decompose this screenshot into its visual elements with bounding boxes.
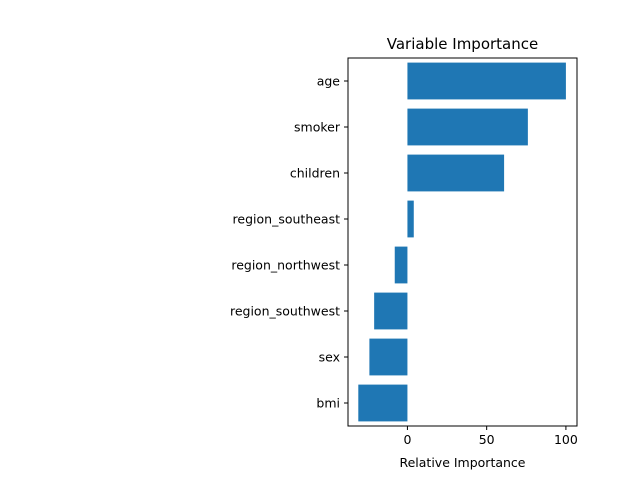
y-tick-labels: age smoker children region_southeast region_… (230, 74, 348, 411)
bar-age (407, 62, 566, 100)
y-tick-label: children (290, 166, 340, 181)
bar-region-northwest (394, 246, 408, 284)
x-tick-label: 100 (554, 432, 578, 447)
bar-children (407, 154, 505, 192)
bar-region-southeast (407, 200, 414, 238)
x-axis-label: Relative Importance (399, 455, 525, 470)
y-tick-label: region_southeast (233, 212, 341, 227)
x-tick-label: 50 (479, 432, 495, 447)
y-tick-label: bmi (316, 396, 340, 411)
bar-bmi (358, 384, 408, 422)
bar-sex (369, 338, 408, 376)
y-tick-label: sex (319, 350, 340, 365)
bar-smoker (407, 108, 528, 146)
bars-group (358, 62, 566, 422)
y-tick-label: age (317, 74, 341, 89)
y-tick-label: region_southwest (230, 304, 340, 319)
x-tick-label: 0 (403, 432, 411, 447)
bar-region-southwest (374, 292, 408, 330)
plot-frame (347, 57, 578, 427)
x-ticks: 0 50 100 (403, 426, 578, 447)
y-tick-label: region_northwest (231, 258, 340, 273)
y-tick-label: smoker (294, 120, 341, 135)
chart-title: Variable Importance (387, 35, 538, 53)
